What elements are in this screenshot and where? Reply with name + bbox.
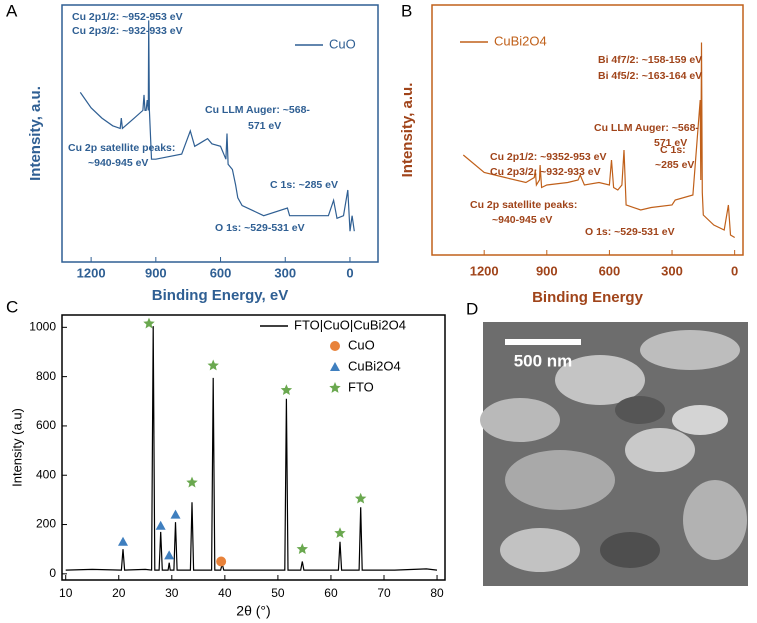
pore bbox=[615, 396, 665, 424]
marker-star bbox=[334, 527, 346, 538]
grain bbox=[683, 480, 747, 560]
scale-bar bbox=[505, 339, 581, 345]
panel-label: C bbox=[6, 297, 18, 316]
y-tick-label: 0 bbox=[49, 566, 56, 580]
panel-label: D bbox=[466, 299, 478, 318]
annotation: ~940-945 eV bbox=[88, 157, 148, 169]
marker-triangle bbox=[164, 550, 175, 560]
marker-star bbox=[143, 317, 155, 329]
x-tick-label: 900 bbox=[145, 265, 167, 280]
annotation: ~940-945 eV bbox=[492, 214, 552, 226]
marker-star bbox=[280, 384, 293, 395]
marker-triangle bbox=[155, 520, 166, 530]
annotation: 571 eV bbox=[248, 120, 281, 132]
x-tick-label: 10 bbox=[59, 586, 73, 600]
x-tick-label: 80 bbox=[430, 586, 444, 600]
grain bbox=[672, 405, 728, 435]
x-tick-label: 900 bbox=[536, 263, 558, 278]
marker-triangle bbox=[170, 509, 181, 519]
annotation: Cu 2p3/2: ~932-933 eV bbox=[490, 166, 601, 178]
grain bbox=[625, 428, 695, 472]
x-axis-label: 2θ (°) bbox=[236, 603, 270, 619]
pore bbox=[600, 532, 660, 568]
scale-bar-label: 500 nm bbox=[514, 351, 573, 370]
grain bbox=[505, 450, 615, 510]
annotation: Cu LLM Auger: ~568- bbox=[205, 104, 310, 116]
y-tick-label: 600 bbox=[36, 418, 56, 432]
annotation: Cu 2p3/2: ~932-933 eV bbox=[72, 25, 183, 37]
plot-frame bbox=[431, 4, 744, 256]
legend-label: CuBi2O4 bbox=[348, 358, 401, 373]
panel-label: A bbox=[6, 1, 18, 20]
grain bbox=[480, 398, 560, 442]
annotation: Cu LLM Auger: ~568- bbox=[594, 122, 699, 134]
x-tick-label: 0 bbox=[731, 263, 738, 278]
grain bbox=[555, 355, 645, 405]
marker-circle bbox=[330, 341, 340, 351]
x-tick-label: 300 bbox=[274, 265, 296, 280]
y-tick-label: 1000 bbox=[29, 319, 56, 333]
y-axis-label: Intensity (a.u) bbox=[9, 408, 24, 487]
y-axis-label: Intensity, a.u. bbox=[27, 86, 44, 181]
legend-label: FTO bbox=[348, 379, 374, 394]
legend-label: FTO|CuO|CuBi2O4 bbox=[294, 317, 406, 332]
marker-star bbox=[329, 382, 341, 393]
plot-frame bbox=[61, 4, 379, 263]
x-tick-label: 1200 bbox=[470, 263, 499, 278]
y-tick-label: 400 bbox=[36, 467, 56, 481]
data-line bbox=[65, 326, 438, 571]
annotation: C 1s: bbox=[660, 144, 686, 156]
marker-star bbox=[296, 543, 308, 554]
y-tick-label: 200 bbox=[36, 517, 56, 531]
marker-star bbox=[207, 359, 219, 371]
annotation: Cu 2p satellite peaks: bbox=[470, 199, 577, 211]
annotation: Cu 2p1/2: ~952-953 eV bbox=[72, 11, 183, 23]
annotation: O 1s: ~529-531 eV bbox=[215, 222, 305, 234]
x-tick-label: 600 bbox=[210, 265, 232, 280]
data-line bbox=[79, 20, 355, 232]
sem-image: 500 nm D bbox=[466, 299, 748, 586]
x-tick-label: 60 bbox=[324, 586, 338, 600]
annotation: O 1s: ~529-531 eV bbox=[585, 226, 675, 238]
y-axis-label: Intensity, a.u. bbox=[399, 83, 416, 178]
annotation: C 1s: ~285 eV bbox=[270, 179, 338, 191]
marker-star bbox=[186, 476, 198, 488]
x-tick-label: 20 bbox=[112, 586, 126, 600]
x-tick-label: 40 bbox=[218, 586, 232, 600]
annotation: Bi 4f7/2: ~158-159 eV bbox=[598, 54, 702, 66]
x-tick-label: 1200 bbox=[77, 265, 106, 280]
grain bbox=[640, 330, 740, 370]
annotation: Bi 4f5/2: ~163-164 eV bbox=[598, 70, 702, 82]
x-tick-label: 30 bbox=[165, 586, 179, 600]
x-axis-label: Binding Energy bbox=[532, 289, 643, 306]
legend-label: CuO bbox=[329, 36, 356, 51]
plot-frame bbox=[61, 314, 446, 581]
x-tick-label: 0 bbox=[346, 265, 353, 280]
marker-triangle bbox=[330, 362, 340, 371]
marker-star bbox=[354, 492, 367, 504]
x-tick-label: 70 bbox=[377, 586, 391, 600]
x-tick-label: 600 bbox=[599, 263, 621, 278]
marker-triangle bbox=[118, 536, 129, 546]
data-line bbox=[462, 42, 736, 239]
x-tick-label: 300 bbox=[661, 263, 683, 278]
annotation: ~285 eV bbox=[655, 159, 694, 171]
annotation: Cu 2p1/2: ~9352-953 eV bbox=[490, 151, 606, 163]
marker-circle bbox=[216, 556, 227, 567]
x-axis-label: Binding Energy, eV bbox=[152, 287, 288, 304]
legend-label: CuO bbox=[348, 337, 375, 352]
grain bbox=[500, 528, 580, 572]
panel-label: B bbox=[401, 1, 412, 20]
legend-label: CuBi2O4 bbox=[494, 33, 547, 48]
y-tick-label: 800 bbox=[36, 369, 56, 383]
x-tick-label: 50 bbox=[271, 586, 285, 600]
annotation: 571 eV bbox=[654, 137, 687, 149]
annotation: Cu 2p satellite peaks: bbox=[68, 142, 175, 154]
